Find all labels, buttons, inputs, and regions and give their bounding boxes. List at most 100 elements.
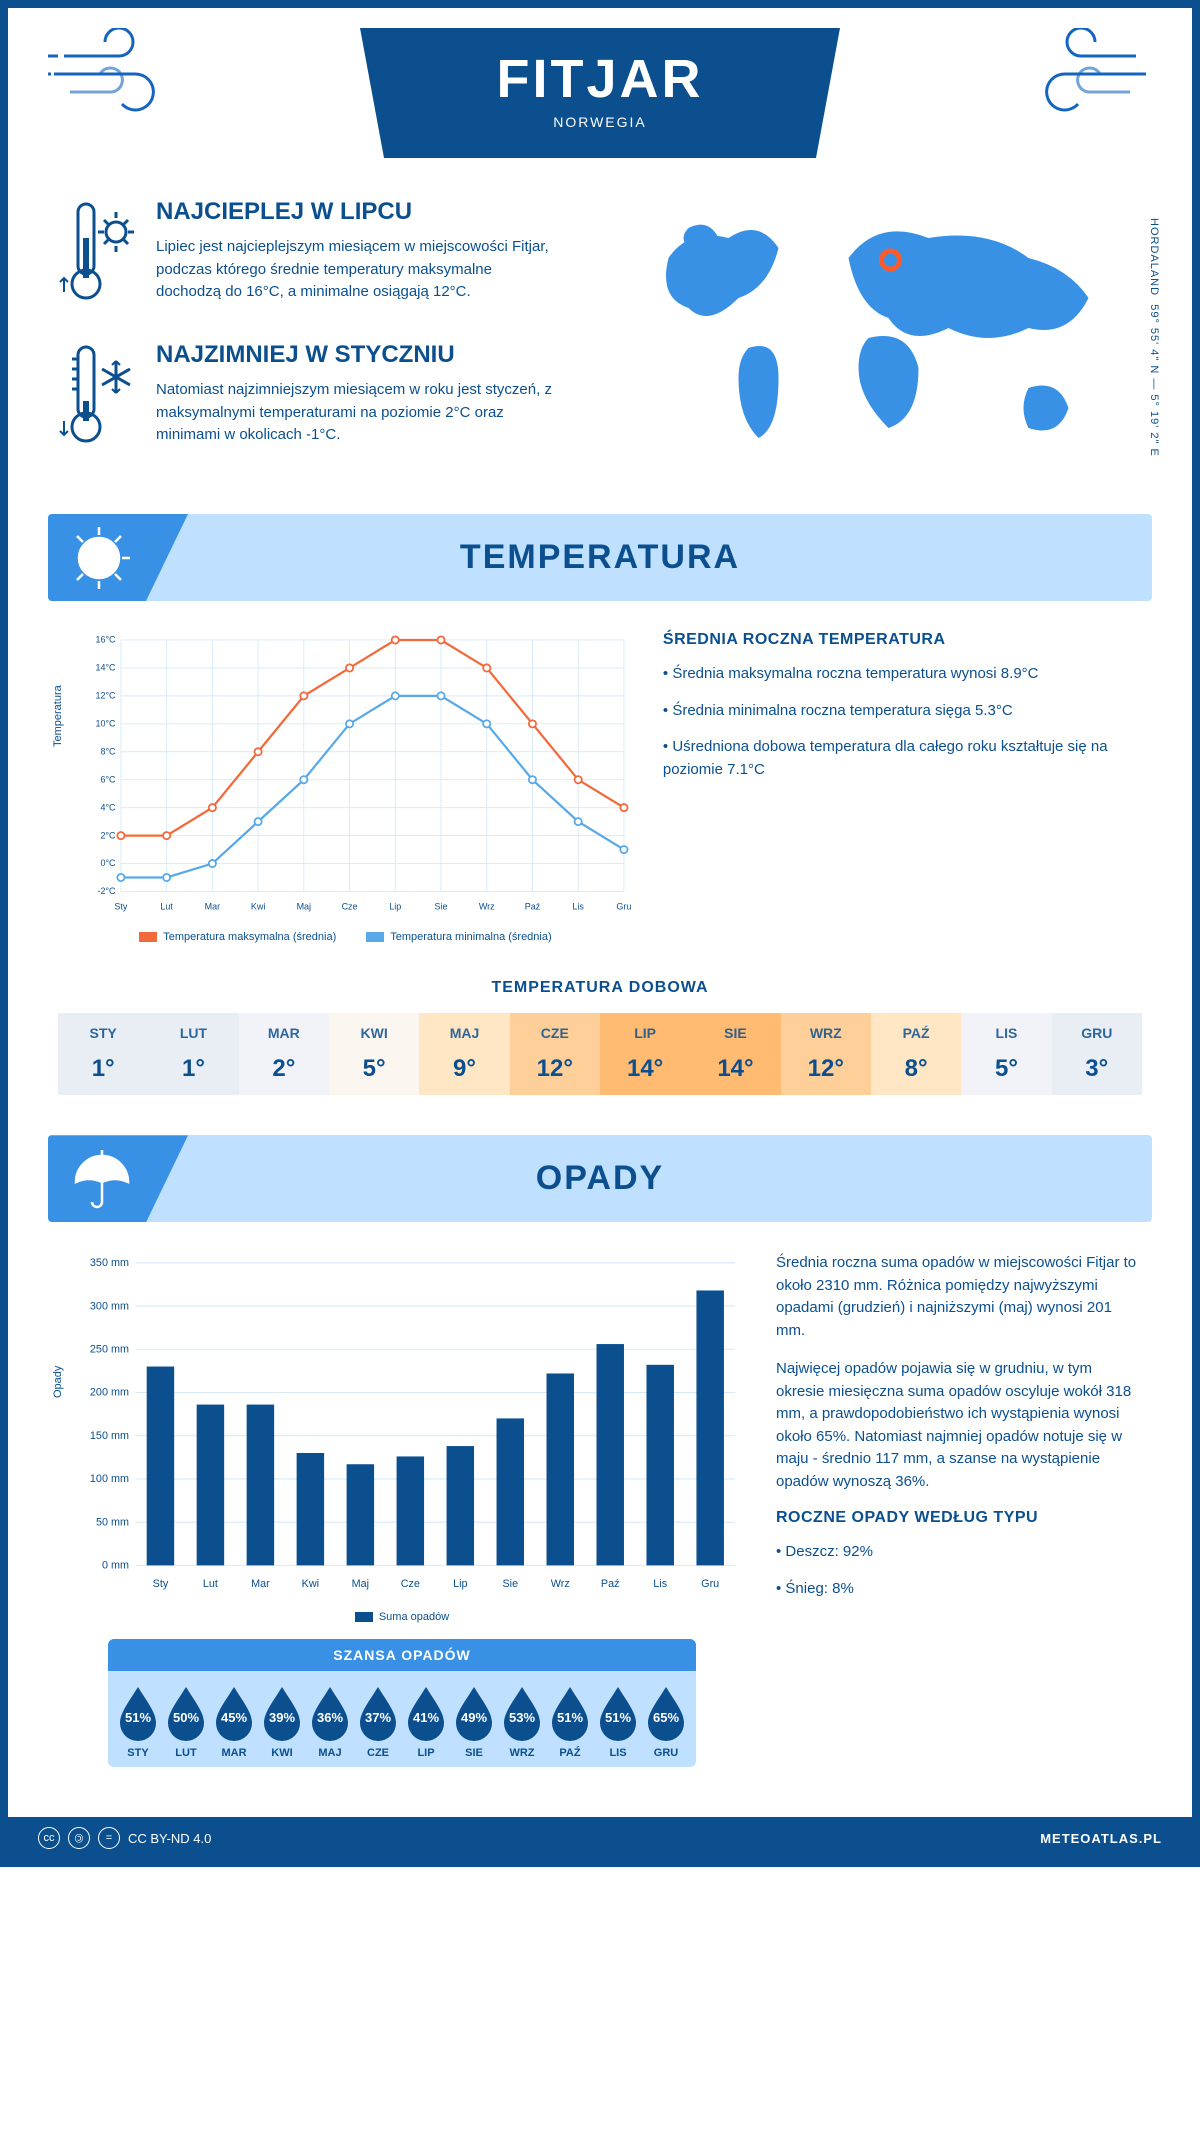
warmest-title: NAJCIEPLEJ W LIPCU <box>156 198 556 226</box>
svg-text:Sty: Sty <box>153 1578 169 1590</box>
temperature-line-chart: -2°C 0°C 2°C 4°C 6°C 8°C 10°C 12°C 14°C 16°C Sty Lu… <box>76 631 633 918</box>
svg-text:Maj: Maj <box>352 1578 369 1590</box>
daily-temp-cell: KWI5° <box>329 1013 419 1095</box>
svg-text:0°C: 0°C <box>100 858 116 868</box>
license-text: CC BY-ND 4.0 <box>128 1831 211 1846</box>
precipitation-legend: Suma opadów <box>58 1611 746 1623</box>
svg-text:Lut: Lut <box>203 1578 218 1590</box>
precip-chance-cell: 39%KWI <box>258 1683 306 1759</box>
precip-chance-cell: 36%MAJ <box>306 1683 354 1759</box>
coordinates-label: HORDALAND 59° 55' 4" N — 5° 19' 2" E <box>1148 218 1160 457</box>
daily-temp-cell: SIE14° <box>690 1013 780 1095</box>
coldest-title: NAJZIMNIEJ W STYCZNIU <box>156 341 556 369</box>
daily-temp-cell: LIS5° <box>961 1013 1051 1095</box>
daily-temp-cell: WRZ12° <box>781 1013 871 1095</box>
precip-chance-cell: 45%MAR <box>210 1683 258 1759</box>
nd-icon: = <box>98 1827 120 1849</box>
daily-temp-cell: MAR2° <box>239 1013 329 1095</box>
title-banner: FITJAR NORWEGIA <box>360 28 840 158</box>
temperature-section-header: <邓line x1="4" y1="35" x2="12" y2="35"/> … <box>48 514 1152 601</box>
temp-y-axis-label: Temperatura <box>52 685 64 747</box>
svg-text:16°C: 16°C <box>95 635 116 645</box>
sun-icon: <邓line x1="4" y1="35" x2="12" y2="35"/> <box>48 514 188 601</box>
daily-temp-cell: PAŹ8° <box>871 1013 961 1095</box>
daily-temp-cell: GRU3° <box>1052 1013 1142 1095</box>
svg-text:Kwi: Kwi <box>251 901 265 911</box>
precip-paragraph: Średnia roczna suma opadów w miejscowośc… <box>776 1252 1142 1342</box>
daily-temp-table: STY1°LUT1°MAR2°KWI5°MAJ9°CZE12°LIP14°SIE… <box>58 1013 1142 1095</box>
precip-chance-cell: 53%WRZ <box>498 1683 546 1759</box>
svg-text:Kwi: Kwi <box>302 1578 319 1590</box>
svg-text:14°C: 14°C <box>95 663 116 673</box>
svg-text:Sie: Sie <box>502 1578 518 1590</box>
svg-text:Paź: Paź <box>601 1578 620 1590</box>
temp-stat-item: Uśredniona dobowa temperatura dla całego… <box>663 736 1142 781</box>
svg-text:Gru: Gru <box>701 1578 719 1590</box>
svg-text:Wrz: Wrz <box>479 901 495 911</box>
precip-chance-cell: 41%LIP <box>402 1683 450 1759</box>
svg-text:Sie: Sie <box>435 901 448 911</box>
daily-temp-cell: CZE12° <box>510 1013 600 1095</box>
site-name: METEOATLAS.PL <box>1040 1831 1162 1846</box>
svg-text:4°C: 4°C <box>100 802 116 812</box>
precipitation-section-header: OPADY <box>48 1135 1152 1222</box>
svg-text:Maj: Maj <box>297 901 311 911</box>
precip-chance-cell: 51%LIS <box>594 1683 642 1759</box>
world-map <box>615 198 1142 458</box>
svg-text:Paź: Paź <box>525 901 541 911</box>
svg-text:Mar: Mar <box>251 1578 270 1590</box>
svg-text:6°C: 6°C <box>100 774 116 784</box>
svg-text:200 mm: 200 mm <box>90 1387 129 1399</box>
daily-temp-cell: MAJ9° <box>419 1013 509 1095</box>
svg-text:-2°C: -2°C <box>97 886 116 896</box>
cc-icon: cc <box>38 1827 60 1849</box>
annual-temp-title: ŚREDNIA ROCZNA TEMPERATURA <box>663 631 1142 649</box>
svg-text:Mar: Mar <box>205 901 220 911</box>
svg-text:8°C: 8°C <box>100 746 116 756</box>
svg-text:0 mm: 0 mm <box>102 1560 129 1572</box>
thermometer-hot-icon <box>58 198 138 313</box>
temp-stat-item: Średnia minimalna roczna temperatura się… <box>663 700 1142 723</box>
svg-text:Lis: Lis <box>653 1578 667 1590</box>
umbrella-icon <box>48 1135 188 1222</box>
warmest-text: Lipiec jest najcieplejszym miesiącem w m… <box>156 236 556 304</box>
coldest-fact: NAJZIMNIEJ W STYCZNIU Natomiast najzimni… <box>58 341 585 456</box>
precip-chance-cell: 49%SIE <box>450 1683 498 1759</box>
daily-temp-cell: STY1° <box>58 1013 148 1095</box>
svg-text:Gru: Gru <box>616 901 631 911</box>
svg-text:Lip: Lip <box>453 1578 467 1590</box>
precip-chance-cell: 65%GRU <box>642 1683 690 1759</box>
precip-chance-cell: 51%STY <box>114 1683 162 1759</box>
svg-text:300 mm: 300 mm <box>90 1301 129 1313</box>
page-header: FITJAR NORWEGIA <box>8 8 1192 168</box>
thermometer-cold-icon <box>58 341 138 456</box>
temperature-legend: Temperatura maksymalna (średnia) Tempera… <box>58 931 633 943</box>
by-icon: 🄯 <box>68 1827 90 1849</box>
precipitation-bar-chart: 0 mm50 mm100 mm150 mm200 mm250 mm300 mm3… <box>76 1252 746 1598</box>
svg-text:2°C: 2°C <box>100 830 116 840</box>
precip-type-item: Śnieg: 8% <box>776 1578 1142 1601</box>
location-title: FITJAR <box>440 48 760 110</box>
svg-text:Sty: Sty <box>114 901 127 911</box>
svg-text:50 mm: 50 mm <box>96 1517 129 1529</box>
daily-temp-cell: LIP14° <box>600 1013 690 1095</box>
svg-text:Lut: Lut <box>160 901 173 911</box>
wind-icon <box>1022 28 1152 123</box>
daily-temp-title: TEMPERATURA DOBOWA <box>8 979 1192 997</box>
temperature-title: TEMPERATURA <box>48 538 1152 577</box>
svg-text:250 mm: 250 mm <box>90 1344 129 1356</box>
svg-text:10°C: 10°C <box>95 719 116 729</box>
coldest-text: Natomiast najzimniejszym miesiącem w rok… <box>156 379 556 447</box>
precip-chance-cell: 37%CZE <box>354 1683 402 1759</box>
svg-text:12°C: 12°C <box>95 691 116 701</box>
svg-text:Cze: Cze <box>401 1578 420 1590</box>
page-footer: cc 🄯 = CC BY-ND 4.0 METEOATLAS.PL <box>8 1817 1192 1859</box>
precip-y-axis-label: Opady <box>52 1365 64 1397</box>
temp-stat-item: Średnia maksymalna roczna temperatura wy… <box>663 663 1142 686</box>
precip-type-item: Deszcz: 92% <box>776 1541 1142 1564</box>
annual-temp-stats: Średnia maksymalna roczna temperatura wy… <box>663 663 1142 781</box>
wind-icon <box>48 28 178 123</box>
precip-paragraph: Najwięcej opadów pojawia się w grudniu, … <box>776 1358 1142 1493</box>
precipitation-title: OPADY <box>48 1159 1152 1198</box>
warmest-fact: NAJCIEPLEJ W LIPCU Lipiec jest najcieple… <box>58 198 585 313</box>
